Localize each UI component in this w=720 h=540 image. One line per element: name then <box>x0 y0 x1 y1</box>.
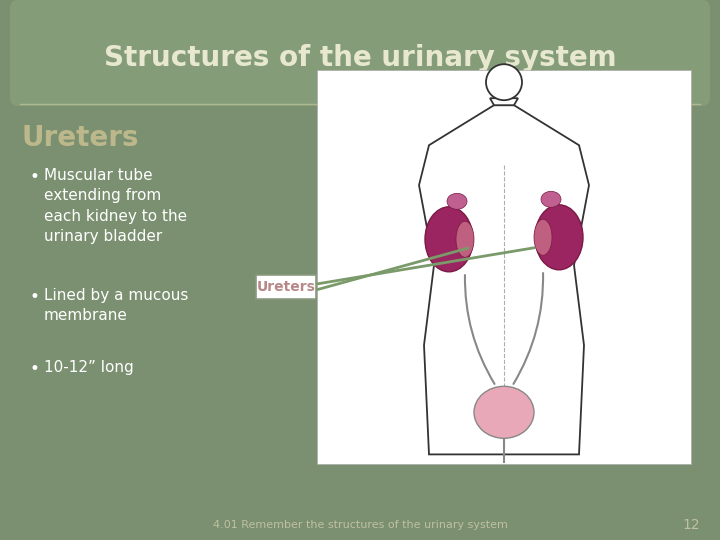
Text: 12: 12 <box>683 518 700 532</box>
Text: Ureters: Ureters <box>22 124 140 152</box>
Text: •: • <box>30 168 40 186</box>
FancyBboxPatch shape <box>256 275 316 299</box>
Text: Ureters: Ureters <box>256 280 315 294</box>
Ellipse shape <box>474 386 534 438</box>
Polygon shape <box>490 98 518 105</box>
Text: Structures of the urinary system: Structures of the urinary system <box>104 44 616 72</box>
Polygon shape <box>419 105 589 454</box>
Text: 4.01 Remember the structures of the urinary system: 4.01 Remember the structures of the urin… <box>212 520 508 530</box>
Circle shape <box>486 64 522 100</box>
Text: •: • <box>30 288 40 306</box>
Ellipse shape <box>541 191 561 207</box>
Text: Lined by a mucous
membrane: Lined by a mucous membrane <box>44 288 189 323</box>
Text: 10-12” long: 10-12” long <box>44 360 134 375</box>
Ellipse shape <box>425 207 473 272</box>
Text: Muscular tube
extending from
each kidney to the
urinary bladder: Muscular tube extending from each kidney… <box>44 168 187 244</box>
Text: •: • <box>30 360 40 378</box>
Bar <box>317 70 691 464</box>
Ellipse shape <box>447 193 467 210</box>
Ellipse shape <box>456 221 474 257</box>
Ellipse shape <box>535 205 583 270</box>
Ellipse shape <box>534 219 552 255</box>
FancyBboxPatch shape <box>10 0 710 106</box>
